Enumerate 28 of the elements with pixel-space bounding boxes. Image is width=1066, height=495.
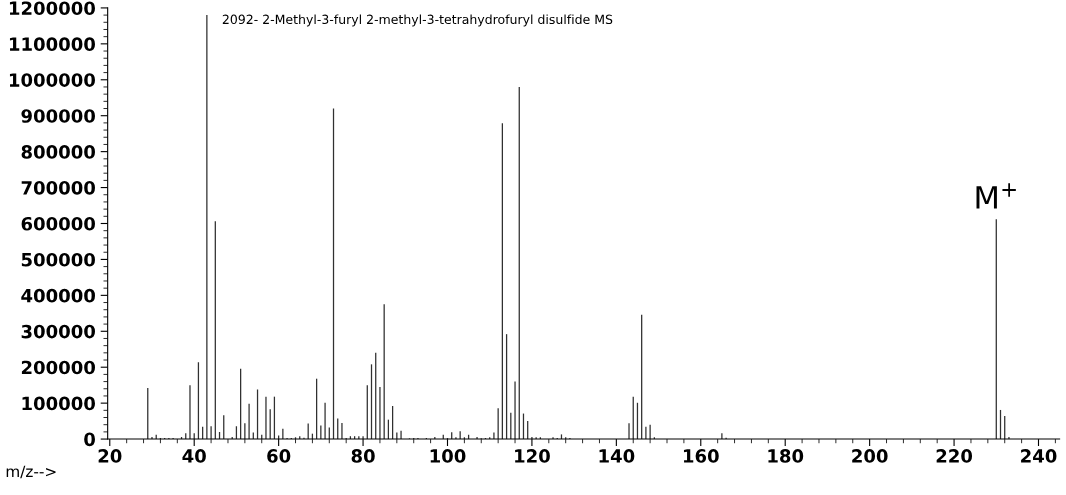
- x-tick-label: 20: [98, 449, 122, 463]
- x-tick-label: 140: [599, 449, 635, 463]
- y-tick-label: 0: [84, 432, 95, 447]
- text: 2092- 2-Methyl-3-furyl 2-methyl-3-tetrahydrofuryl disulfide MS: [222, 14, 613, 27]
- y-tick-label: 400000: [21, 288, 95, 303]
- x-tick-label: 160: [683, 449, 719, 463]
- x-tick-label: 40: [182, 449, 206, 463]
- y-tick-label: 300000: [21, 324, 95, 339]
- x-tick-label: 220: [936, 449, 973, 463]
- x-tick-label: 200: [852, 449, 888, 463]
- y-tick-label: 800000: [21, 145, 95, 159]
- y-tick-label: 900000: [21, 109, 95, 123]
- y-tick-label: 700000: [21, 181, 95, 195]
- x-tick-label: 240: [1021, 449, 1057, 463]
- x-tick-label: 120: [515, 449, 550, 463]
- annotation: M$^{+}$: [976, 183, 1016, 209]
- y-tick-label: 200000: [21, 360, 95, 375]
- y-tick-label: 1100000: [9, 37, 95, 51]
- y-tick-label: 1200000: [9, 1, 95, 16]
- y-tick-label: 600000: [21, 216, 95, 231]
- x-tick-label: 180: [768, 449, 804, 463]
- y-tick-label: 500000: [21, 252, 95, 267]
- x-tick-label: 80: [351, 449, 375, 463]
- y-tick-label: 100000: [22, 396, 95, 411]
- x-axis-title: m/z-->: [6, 465, 56, 479]
- x-tick-label: 60: [267, 449, 291, 463]
- y-tick-label: 1000000: [9, 73, 95, 87]
- x-tick-label: 100: [430, 449, 466, 463]
